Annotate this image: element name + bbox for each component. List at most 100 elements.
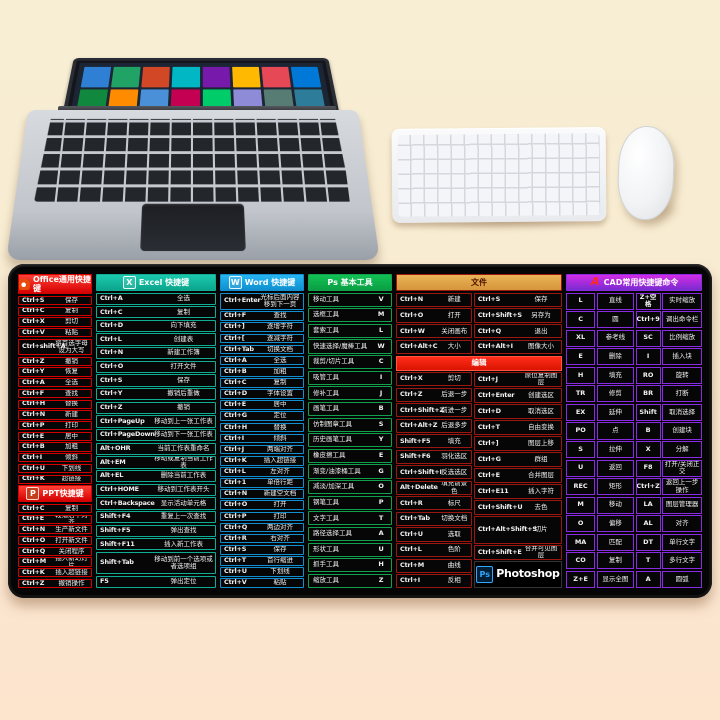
shortcut-desc: 另存为 bbox=[531, 310, 551, 319]
shortcut-desc: 打开 bbox=[273, 500, 287, 509]
shortcut-key: Ctrl+E11 bbox=[477, 486, 509, 495]
shortcut-desc: 参考线 bbox=[596, 329, 635, 347]
shortcut-desc: 图层管理器 bbox=[662, 496, 702, 514]
shortcut-desc: 倾斜 bbox=[65, 453, 78, 462]
shortcut-desc: 反选选区 bbox=[441, 467, 468, 476]
tool-key: I bbox=[379, 372, 383, 381]
tool-key: U bbox=[378, 544, 384, 553]
shortcut-key: Ctrl+Alt+C bbox=[400, 342, 438, 351]
shortcut-desc: 右对齐 bbox=[270, 533, 290, 542]
shortcut-desc: 修剪 bbox=[596, 385, 635, 403]
shortcut-desc: 替换 bbox=[65, 399, 78, 408]
shortcut-key: EX bbox=[566, 403, 596, 421]
shortcut-key: Shift+F6 bbox=[400, 452, 431, 461]
shortcut-desc: 超链接 bbox=[61, 474, 82, 483]
shortcut-key: Ctrl+S bbox=[100, 375, 123, 384]
pair-right: Ctrl+S 保存 Ctrl+Shift+S 另存为 Ctrl+Q 退出 Ctrl+Alt+… bbox=[473, 292, 562, 355]
shortcut-row: Shift+F5 弹出查找 bbox=[96, 524, 216, 537]
shortcut-row: Ctrl+PageDown 移动到下一张工作表 bbox=[96, 429, 216, 442]
shortcut-key: Ctrl+S bbox=[22, 295, 45, 304]
shortcut-desc: 复制 bbox=[65, 306, 78, 315]
shortcut-row: Ctrl+A 全选 bbox=[220, 355, 304, 366]
tool-row: 钢笔工具 P bbox=[308, 495, 392, 510]
shortcut-row: Shift+F4 重复上一次查找 bbox=[96, 511, 216, 524]
shortcut-desc: 逐减字符 bbox=[267, 333, 293, 342]
shortcut-key: Ctrl+X bbox=[22, 317, 45, 326]
shortcut-desc: 居中 bbox=[65, 431, 78, 440]
shortcut-key: MA bbox=[566, 533, 596, 551]
shortcut-desc: 查找 bbox=[273, 311, 287, 320]
shortcut-row: Ctrl+O 打开新文件 bbox=[18, 535, 92, 546]
shortcut-row: Ctrl+K 超链接 bbox=[18, 474, 92, 484]
laptop-keyboard bbox=[34, 119, 352, 202]
shortcut-key: L bbox=[566, 292, 596, 310]
shortcut-key: BR bbox=[635, 385, 661, 403]
shortcut-desc: 打断 bbox=[662, 385, 702, 403]
tool-row: 吸管工具 I bbox=[308, 370, 392, 385]
tool-row: 减淡/加深工具 O bbox=[308, 480, 392, 495]
shortcut-row: Ctrl+E11 插入字符 bbox=[473, 484, 562, 499]
shortcut-row: Ctrl+N 新建 bbox=[396, 292, 473, 307]
tool-key: S bbox=[378, 419, 384, 428]
shortcut-desc: 打开/关闭正交 bbox=[662, 459, 702, 477]
shortcut-row: Ctrl+C 复制 bbox=[220, 378, 304, 388]
word-icon: W bbox=[228, 276, 242, 289]
tool-key: Z bbox=[378, 576, 384, 585]
shortcut-row: Ctrl+M 插入新幻灯片 bbox=[18, 557, 92, 567]
shortcut-desc: 定位 bbox=[273, 411, 287, 420]
shortcut-row: Ctrl+W 关闭画布 bbox=[396, 324, 473, 339]
shortcut-row: L 直线 Z+空格 实时缩放 bbox=[566, 292, 702, 310]
shortcut-key: Ctrl+J bbox=[477, 374, 498, 383]
tool-row: 路径选择工具 A bbox=[308, 526, 392, 541]
shortcut-row: Ctrl+1 单倍行距 bbox=[220, 478, 304, 488]
shortcut-desc: 将首选字母设为大写 bbox=[55, 338, 88, 354]
shortcut-row: Ctrl+Q 退出 bbox=[473, 324, 562, 339]
shortcut-row: Shift+Tab 移动到前一个选项或者选项组 bbox=[96, 551, 216, 575]
column-title: Office通用快捷键 bbox=[33, 275, 91, 294]
tool-key: P bbox=[378, 497, 384, 506]
shortcut-key: Ctrl+HOME bbox=[100, 485, 139, 494]
shortcut-row: Ctrl+E 居中 bbox=[220, 400, 304, 410]
laptop-trackpad bbox=[140, 203, 246, 252]
shortcut-key: Ctrl+Enter bbox=[477, 390, 515, 399]
shortcut-row: Alt+Delete 填充前景色 bbox=[396, 480, 473, 495]
shortcut-row: Ctrl+Z 撤销操作 bbox=[18, 578, 92, 589]
shortcut-key: Ctrl+V bbox=[224, 578, 247, 587]
shortcut-key: Ctrl+V bbox=[22, 328, 45, 336]
shortcut-key: Ctrl+E bbox=[22, 514, 44, 523]
shortcut-desc: 撤销 bbox=[65, 356, 78, 365]
shortcut-key: Ctrl+K bbox=[224, 455, 247, 464]
shortcut-desc: 当前工作表重命名 bbox=[157, 444, 210, 453]
shortcut-key: Ctrl+B bbox=[22, 442, 45, 451]
shortcut-row: Ctrl+N 新建 bbox=[18, 410, 92, 420]
shortcut-row: Ctrl+Q 关闭程序 bbox=[18, 546, 92, 556]
shortcut-row: Ctrl+J 两端对齐 bbox=[220, 444, 304, 455]
shortcut-key: Shift+F11 bbox=[100, 539, 135, 548]
shortcut-row: Ctrl+H 替换 bbox=[220, 422, 304, 433]
column-title: CAD常用快捷键命令 bbox=[603, 277, 679, 287]
pair-right: Ctrl+J 原位复制图层 Ctrl+Enter 创建选区 Ctrl+D 取消选区 Ctrl… bbox=[473, 372, 562, 589]
shortcut-desc: 旋转 bbox=[662, 366, 702, 384]
shortcut-key: Ctrl+O bbox=[100, 362, 124, 371]
shortcut-row: O 偏移 AL 对齐 bbox=[566, 515, 702, 533]
shortcut-row: Ctrl+I 倾斜 bbox=[220, 433, 304, 444]
shortcut-row: Ctrl+U 下划线 bbox=[220, 567, 304, 577]
shortcut-mousepad: Office通用快捷键 Ctrl+S 保存 Ctrl+C 复制 Ctrl+X 剪切 Ctrl+… bbox=[8, 264, 712, 598]
shortcut-key: Ctrl+Q bbox=[224, 522, 248, 531]
shortcut-key: Ctrl+M bbox=[22, 557, 47, 566]
shortcut-key: Ctrl+Z bbox=[100, 403, 123, 412]
shortcut-row: Ctrl+D 取消选区 bbox=[473, 404, 562, 419]
shortcut-key: Ctrl+D bbox=[477, 406, 501, 415]
shortcut-desc: 插入字符 bbox=[527, 486, 554, 495]
shortcut-key: Ctrl+X bbox=[400, 374, 423, 383]
tool-name: 套索工具 bbox=[313, 326, 339, 335]
tool-key: C bbox=[378, 357, 384, 366]
shortcut-desc: 匹配 bbox=[596, 533, 635, 551]
shortcut-key: LA bbox=[635, 496, 661, 514]
shortcut-row: Ctrl+U 下划线 bbox=[18, 463, 92, 474]
shortcut-key: F8 bbox=[635, 459, 661, 477]
shortcut-desc: 保存 bbox=[534, 294, 548, 303]
tool-key: T bbox=[378, 513, 384, 522]
shortcut-row: Ctrl+Alt+Z 后退多步 bbox=[396, 418, 473, 433]
shortcut-row: Ctrl+A 全选 bbox=[96, 292, 216, 305]
